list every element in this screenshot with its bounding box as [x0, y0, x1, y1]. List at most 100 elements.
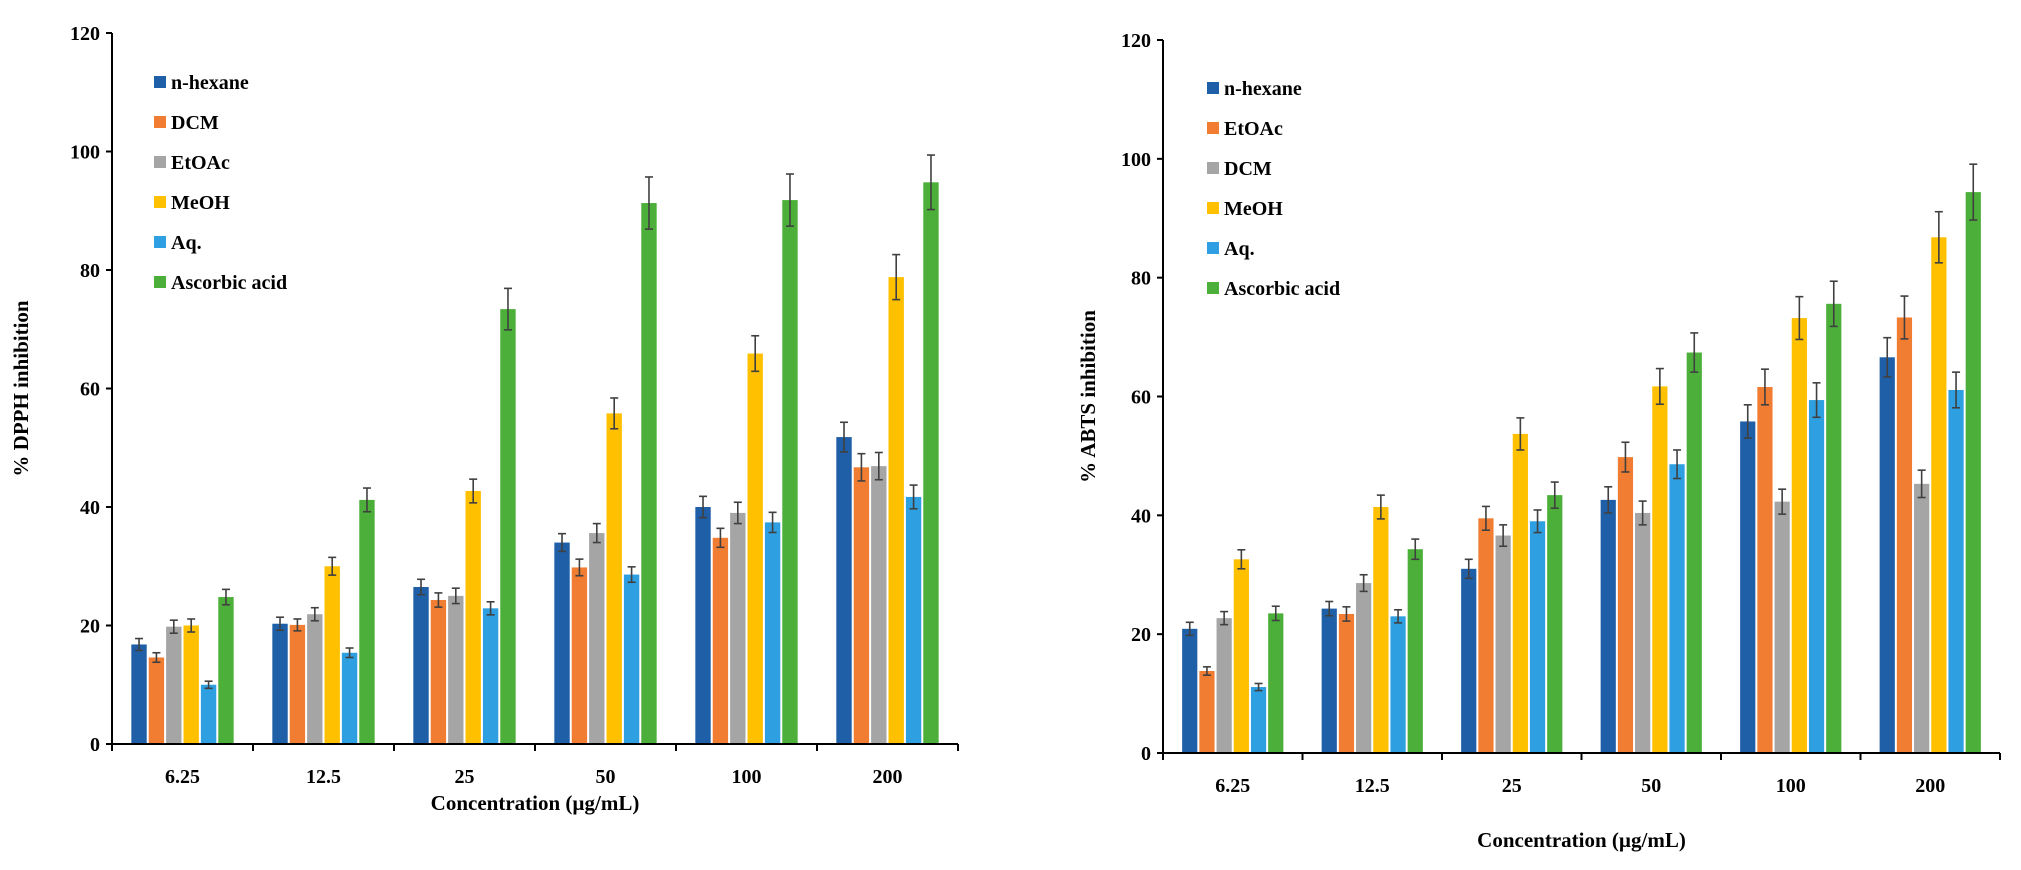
bar — [1495, 535, 1511, 753]
y-axis-title: % DPPH inhibition — [9, 300, 33, 477]
bar — [782, 200, 798, 744]
series-etoac — [1199, 295, 1913, 753]
series-dcm — [148, 452, 870, 744]
y-tick-label: 60 — [1131, 387, 1151, 409]
bar — [1182, 628, 1198, 753]
y-tick-label: 80 — [80, 260, 100, 282]
bar — [871, 466, 887, 744]
legend-swatch — [1207, 162, 1219, 174]
bar — [747, 353, 763, 744]
series-n-hexane — [1182, 336, 1895, 753]
x-tick-label: 50 — [596, 766, 616, 788]
bar — [465, 491, 481, 744]
series-aq- — [200, 484, 922, 744]
legend-swatch — [154, 76, 166, 88]
bar — [730, 512, 746, 744]
bar — [554, 542, 570, 744]
bar — [1635, 512, 1651, 753]
legend-swatch — [1207, 122, 1219, 134]
legend-label: EtOAc — [1224, 118, 1283, 140]
y-tick-label: 0 — [1141, 743, 1151, 765]
bar — [1791, 318, 1807, 753]
bar — [1879, 357, 1895, 753]
x-axis-title: Concentration (µg/mL) — [431, 791, 640, 815]
x-tick-label: 25 — [1502, 775, 1522, 797]
x-tick-label: 50 — [1641, 775, 1661, 797]
bar — [1216, 618, 1232, 753]
bar — [359, 499, 375, 744]
bar — [1931, 237, 1947, 754]
bar — [1600, 499, 1616, 753]
x-tick-label: 6.25 — [1215, 775, 1250, 797]
legend-label: MeOH — [1224, 198, 1283, 220]
y-tick-label: 40 — [80, 497, 100, 519]
bar — [1478, 518, 1494, 753]
bar — [836, 437, 852, 744]
bar — [324, 566, 340, 744]
bar — [200, 684, 217, 744]
x-tick-label: 200 — [1915, 775, 1945, 797]
legend-label: Aq. — [1224, 238, 1255, 260]
bar — [272, 623, 288, 744]
bar — [1774, 501, 1790, 753]
bar — [1233, 559, 1249, 753]
y-tick-label: 120 — [70, 23, 100, 45]
legend-swatch — [1207, 82, 1219, 94]
bar — [1740, 421, 1756, 753]
series-dcm — [1216, 469, 1930, 753]
series-aq- — [1250, 371, 1964, 753]
bar — [695, 507, 711, 744]
legend-swatch — [1207, 242, 1219, 254]
series-etoac — [166, 451, 887, 744]
legend-swatch — [1207, 282, 1219, 294]
bar — [606, 413, 622, 744]
bar — [1896, 317, 1913, 753]
bar — [1914, 483, 1930, 753]
x-tick-label: 12.5 — [306, 766, 341, 788]
bar — [1686, 352, 1702, 753]
bar — [1617, 457, 1634, 753]
bar — [1826, 303, 1842, 753]
x-tick-label: 200 — [873, 766, 903, 788]
y-tick-label: 20 — [1131, 624, 1151, 646]
bar — [1199, 671, 1215, 753]
bar — [1407, 549, 1423, 753]
bar — [923, 182, 939, 744]
bar — [218, 597, 234, 744]
legend-swatch — [1207, 202, 1219, 214]
series-ascorbic-acid — [1268, 163, 1981, 753]
bar — [888, 277, 904, 744]
bar — [1547, 495, 1563, 753]
bar — [1529, 521, 1546, 753]
bar — [1390, 616, 1406, 753]
bar — [1321, 608, 1337, 753]
legend-swatch — [154, 196, 166, 208]
bar — [589, 533, 605, 744]
legend: n-hexane DCM EtOAc MeOH Aq. Ascorbic acid — [154, 72, 287, 294]
y-tick-label: 100 — [1121, 149, 1151, 171]
bar — [1373, 507, 1389, 753]
bar — [1356, 583, 1372, 753]
bar — [853, 467, 870, 744]
y-tick-label: 80 — [1131, 268, 1151, 290]
bar — [1268, 613, 1284, 753]
bar — [148, 657, 165, 744]
y-tick-label: 40 — [1131, 505, 1151, 527]
bar — [571, 567, 588, 744]
bar — [307, 614, 323, 744]
legend-label: DCM — [171, 112, 219, 134]
series-n-hexane — [131, 421, 852, 744]
bar — [500, 309, 516, 744]
bar — [1250, 687, 1267, 753]
bar — [131, 644, 147, 744]
bar — [482, 608, 499, 744]
legend-swatch — [154, 276, 166, 288]
legend-label: n-hexane — [1224, 78, 1302, 100]
legend-swatch — [154, 156, 166, 168]
bar — [641, 203, 657, 745]
legend-label: Aq. — [171, 232, 202, 254]
bar — [1948, 389, 1964, 753]
x-tick-label: 12.5 — [1355, 775, 1390, 797]
legend-swatch — [154, 116, 166, 128]
